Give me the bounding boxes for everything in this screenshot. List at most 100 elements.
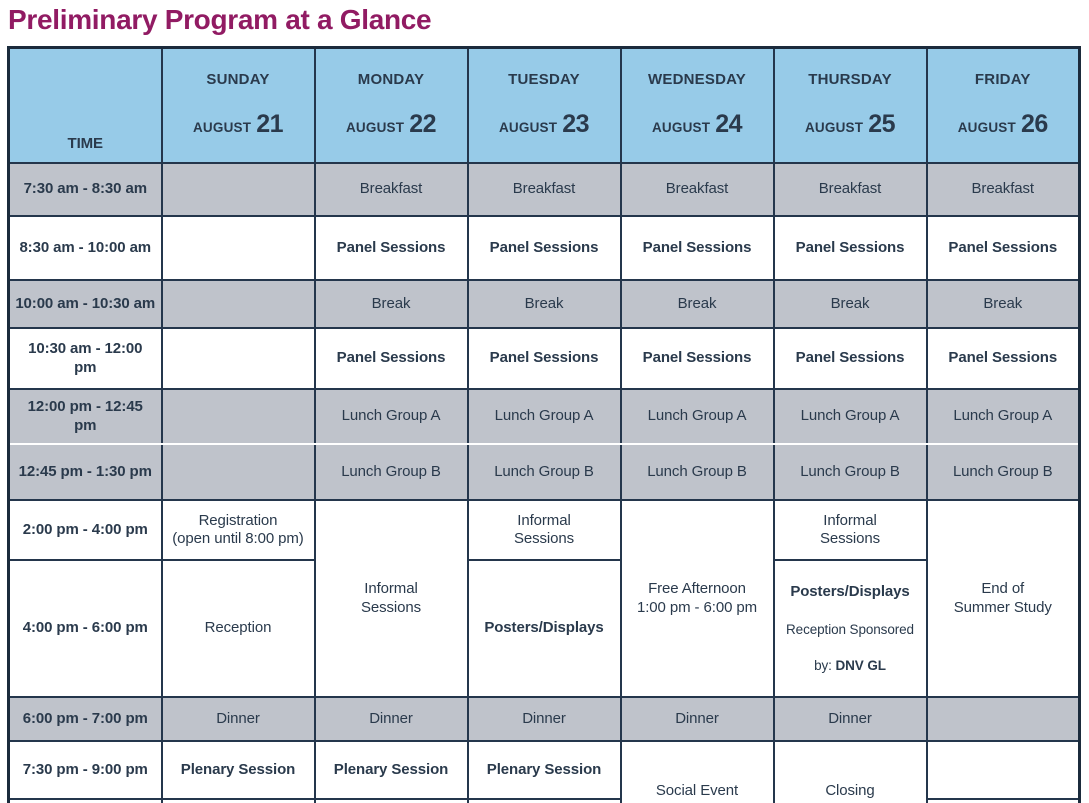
day-header-friday: FRIDAY AUGUST 26 xyxy=(925,46,1081,165)
cell-wed-panel-sessions: Panel Sessions xyxy=(619,215,775,282)
row-afternoon-1: 2:00 pm - 4:00 pm Registration (open unt… xyxy=(7,499,1081,699)
cell-wed-dinner: Dinner xyxy=(619,696,775,743)
cell-sun-hospitality: Hospitality xyxy=(160,798,316,803)
cell-mon-panel-sessions: Panel Sessions xyxy=(313,327,469,391)
cell-thu-posters-reception: Posters/Displays Reception Sponsored by:… xyxy=(772,559,928,699)
time-slot: 9:00 pm - 11:00 pm xyxy=(7,798,163,803)
time-column-header: TIME xyxy=(7,46,163,165)
cell-wed-break: Break xyxy=(619,279,775,330)
cell-thu-informal-sessions: Informal Sessions xyxy=(772,499,928,562)
cell-wed-social-event-beach-party: Social Event Beach Party xyxy=(619,740,775,803)
day-name: MONDAY xyxy=(357,70,425,88)
empty-cell xyxy=(160,327,316,391)
cell-mon-panel-sessions: Panel Sessions xyxy=(313,215,469,282)
day-name: SUNDAY xyxy=(206,70,270,88)
day-date: AUGUST 25 xyxy=(804,110,896,139)
day-header-monday: MONDAY AUGUST 22 xyxy=(313,46,469,165)
day-header-wednesday: WEDNESDAY AUGUST 24 xyxy=(619,46,775,165)
cell-tue-breakfast: Breakfast xyxy=(466,162,622,218)
cell-sun-dinner: Dinner xyxy=(160,696,316,743)
cell-tue-dinner: Dinner xyxy=(466,696,622,743)
header-row: TIME SUNDAY AUGUST 21 MONDAY AUGUST 22 TUE… xyxy=(7,46,1081,165)
time-slot: 12:45 pm - 1:30 pm xyxy=(7,443,163,502)
empty-cell xyxy=(925,740,1081,801)
cell-fri-lunch-b: Lunch Group B xyxy=(925,443,1081,502)
day-date: AUGUST 24 xyxy=(651,110,743,139)
row-lunch-b: 12:45 pm - 1:30 pm Lunch Group B Lunch G… xyxy=(7,443,1081,502)
cell-wed-lunch-a: Lunch Group A xyxy=(619,388,775,446)
cell-thu-break: Break xyxy=(772,279,928,330)
cell-fri-end-of-summer-study: End of Summer Study xyxy=(925,499,1081,699)
posters-displays-label: Posters/Displays xyxy=(790,583,910,600)
row-evening-1: 7:30 pm - 9:00 pm Plenary Session Plenar… xyxy=(7,740,1081,803)
time-slot: 6:00 pm - 7:00 pm xyxy=(7,696,163,743)
time-slot: 8:30 am - 10:00 am xyxy=(7,215,163,282)
time-slot: 7:30 am - 8:30 am xyxy=(7,162,163,218)
cell-mon-plenary-session: Plenary Session xyxy=(313,740,469,801)
cell-mon-informal-sessions: Informal Sessions xyxy=(313,499,469,699)
cell-tue-panel-sessions: Panel Sessions xyxy=(466,327,622,391)
cell-mon-breakfast: Breakfast xyxy=(313,162,469,218)
empty-cell xyxy=(160,443,316,502)
empty-cell xyxy=(160,388,316,446)
cell-thu-closing-dance-party: Closing Dance Party xyxy=(772,740,928,803)
cell-thu-panel-sessions: Panel Sessions xyxy=(772,327,928,391)
day-name: WEDNESDAY xyxy=(648,70,746,88)
cell-fri-breakfast: Breakfast xyxy=(925,162,1081,218)
day-date: AUGUST 23 xyxy=(498,110,590,139)
cell-sun-registration: Registration (open until 8:00 pm) xyxy=(160,499,316,562)
program-table: TIME SUNDAY AUGUST 21 MONDAY AUGUST 22 TUE… xyxy=(7,46,1081,803)
page-title: Preliminary Program at a Glance xyxy=(8,4,432,35)
row-dinner: 6:00 pm - 7:00 pm Dinner Dinner Dinner D… xyxy=(7,696,1081,743)
cell-tue-break: Break xyxy=(466,279,622,330)
cell-wed-free-afternoon: Free Afternoon 1:00 pm - 6:00 pm xyxy=(619,499,775,699)
empty-cell xyxy=(160,215,316,282)
row-panel-am: 8:30 am - 10:00 am Panel Sessions Panel … xyxy=(7,215,1081,282)
time-slot: 4:00 pm - 6:00 pm xyxy=(7,559,163,699)
cell-sun-reception: Reception xyxy=(160,559,316,699)
cell-tue-informal-sessions: Informal Sessions xyxy=(466,499,622,562)
cell-mon-lunch-b: Lunch Group B xyxy=(313,443,469,502)
time-slot: 10:00 am - 10:30 am xyxy=(7,279,163,330)
reception-sponsored-label: Reception Sponsored xyxy=(786,621,914,637)
cell-thu-lunch-b: Lunch Group B xyxy=(772,443,928,502)
cell-mon-lunch-a: Lunch Group A xyxy=(313,388,469,446)
cell-tue-plenary-session: Plenary Session xyxy=(466,740,622,801)
empty-cell xyxy=(160,162,316,218)
day-date: AUGUST 26 xyxy=(957,110,1049,139)
day-name: TUESDAY xyxy=(508,70,580,88)
time-slot: 12:00 pm - 12:45 pm xyxy=(7,388,163,446)
row-lunch-a: 12:00 pm - 12:45 pm Lunch Group A Lunch … xyxy=(7,388,1081,446)
empty-cell xyxy=(925,798,1081,803)
cell-fri-break: Break xyxy=(925,279,1081,330)
cell-sun-plenary-session: Plenary Session xyxy=(160,740,316,801)
cell-thu-panel-sessions: Panel Sessions xyxy=(772,215,928,282)
cell-mon-dinner: Dinner xyxy=(313,696,469,743)
cell-thu-lunch-a: Lunch Group A xyxy=(772,388,928,446)
empty-cell xyxy=(160,279,316,330)
time-slot: 2:00 pm - 4:00 pm xyxy=(7,499,163,562)
time-slot: 7:30 pm - 9:00 pm xyxy=(7,740,163,801)
row-evening-2: 9:00 pm - 11:00 pm Hospitality Hospitali… xyxy=(7,798,1081,803)
row-afternoon-2: 4:00 pm - 6:00 pm Reception Posters/Disp… xyxy=(7,559,1080,699)
cell-mon-break: Break xyxy=(313,279,469,330)
cell-fri-lunch-a: Lunch Group A xyxy=(925,388,1081,446)
day-name: FRIDAY xyxy=(974,70,1031,88)
day-date: AUGUST 22 xyxy=(345,110,437,139)
day-header-thursday: THURSDAY AUGUST 25 xyxy=(772,46,928,165)
cell-tue-lunch-a: Lunch Group A xyxy=(466,388,622,446)
cell-wed-breakfast: Breakfast xyxy=(619,162,775,218)
row-panel-late-am: 10:30 am - 12:00 pm Panel Sessions Panel… xyxy=(7,327,1081,391)
cell-thu-breakfast: Breakfast xyxy=(772,162,928,218)
cell-tue-hospitality: Hospitality xyxy=(466,798,622,803)
cell-thu-dinner: Dinner xyxy=(772,696,928,743)
day-header-sunday: SUNDAY AUGUST 21 xyxy=(160,46,316,165)
time-slot: 10:30 am - 12:00 pm xyxy=(7,327,163,391)
row-breakfast: 7:30 am - 8:30 am Breakfast Breakfast Br… xyxy=(7,162,1081,218)
cell-fri-panel-sessions: Panel Sessions xyxy=(925,215,1081,282)
cell-wed-panel-sessions: Panel Sessions xyxy=(619,327,775,391)
day-header-tuesday: TUESDAY AUGUST 23 xyxy=(466,46,622,165)
cell-tue-posters-displays: Posters/Displays xyxy=(466,559,622,699)
cell-mon-hospitality: Hospitality xyxy=(313,798,469,803)
